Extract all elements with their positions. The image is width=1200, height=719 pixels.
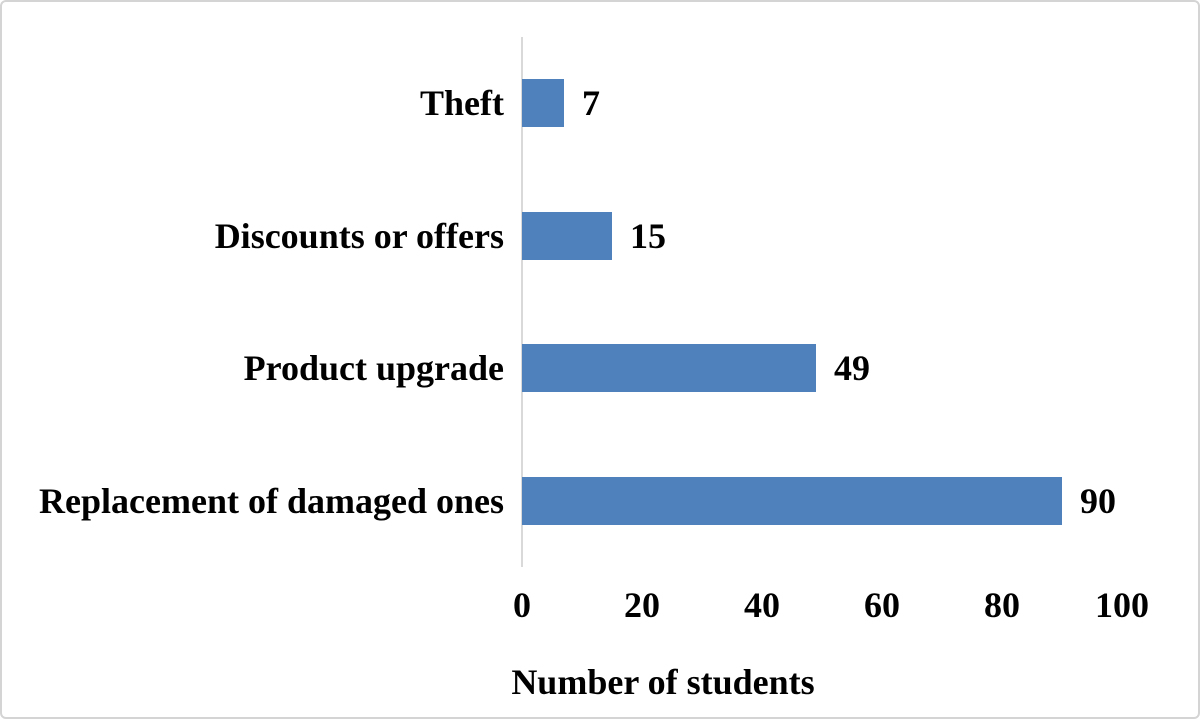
category-label: Discounts or offers — [214, 215, 504, 256]
value-label: 49 — [834, 348, 870, 389]
x-tick-label: 60 — [864, 585, 900, 625]
x-tick-label: 100 — [1095, 585, 1149, 625]
value-label: 7 — [582, 83, 600, 124]
x-tick-label: 80 — [984, 585, 1020, 625]
bar-zone: 49 — [522, 344, 1198, 393]
bar — [522, 79, 564, 128]
bar-row: Discounts or offers 15 — [2, 170, 1198, 303]
x-tick-label: 0 — [513, 585, 531, 625]
bar-zone: 7 — [522, 79, 1198, 128]
x-tick-label: 40 — [744, 585, 780, 625]
bar — [522, 211, 612, 260]
bar-row: Theft 7 — [2, 37, 1198, 170]
bar-row: Replacement of damaged ones 90 — [2, 435, 1198, 568]
value-label: 15 — [630, 215, 666, 256]
category-label: Theft — [420, 83, 504, 124]
bar-zone: 90 — [522, 476, 1198, 525]
y-axis-line — [521, 37, 523, 567]
x-tick-label: 20 — [624, 585, 660, 625]
value-label: 90 — [1080, 480, 1116, 521]
category-label: Product upgrade — [243, 348, 504, 389]
x-axis-title: Number of students — [511, 662, 815, 702]
category-label: Replacement of damaged ones — [39, 480, 504, 521]
bar-zone: 15 — [522, 211, 1198, 260]
bar — [522, 476, 1062, 525]
bar — [522, 344, 816, 393]
plot-area: Theft 7 Discounts or offers 15 Product upgra… — [2, 37, 1198, 567]
bar-row: Product upgrade 49 — [2, 302, 1198, 435]
